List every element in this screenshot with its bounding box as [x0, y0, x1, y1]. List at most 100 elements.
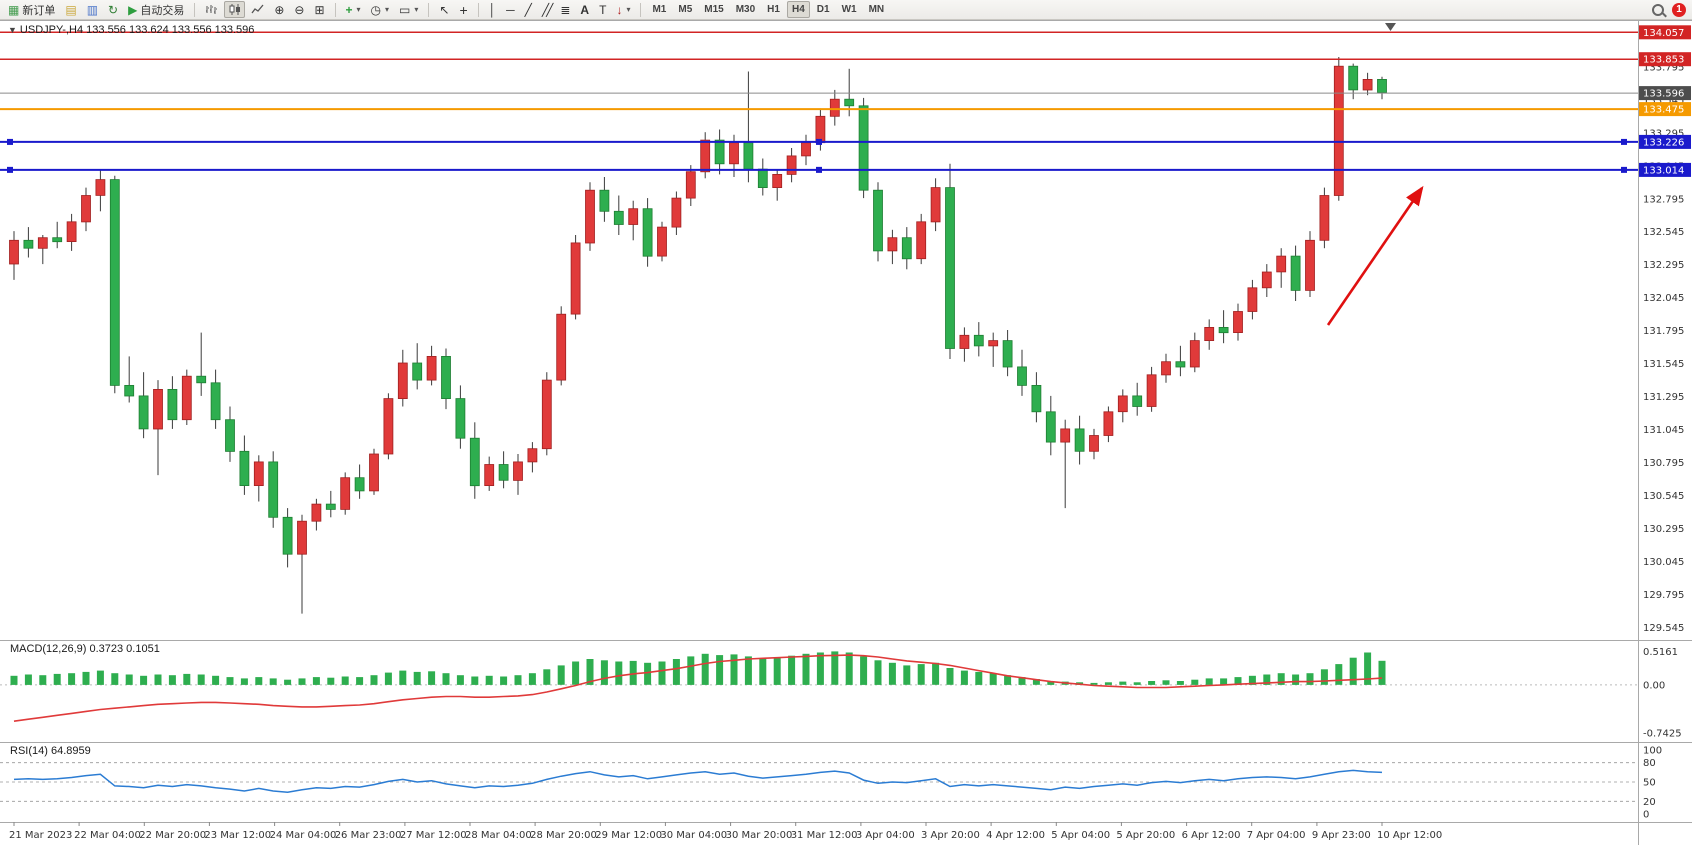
line-chart-mode-button[interactable] [247, 1, 268, 18]
toolbar-separator [428, 2, 430, 17]
svg-text:22 Mar 20:00: 22 Mar 20:00 [139, 830, 206, 841]
svg-text:50: 50 [1643, 778, 1656, 789]
zoom-in-button[interactable]: ⊕ [270, 1, 288, 18]
svg-text:80: 80 [1643, 758, 1656, 769]
svg-text:131.295: 131.295 [1643, 392, 1684, 403]
svg-text:0: 0 [1643, 810, 1649, 821]
horizontal-line-icon: ─ [506, 2, 515, 17]
profiles-button[interactable]: ▥ [83, 1, 102, 18]
svg-text:131.545: 131.545 [1643, 359, 1684, 370]
autotrading-label: 自动交易 [140, 4, 185, 17]
text-label-icon: T [599, 2, 607, 17]
svg-text:30 Mar 04:00: 30 Mar 04:00 [660, 830, 727, 841]
zoom-out-button[interactable]: ⊖ [290, 1, 308, 18]
trendline-tool-button[interactable]: ╱ [521, 1, 536, 18]
toolbar: ▦ 新订单 ▤ ▥ ↻ ▶ 自动交易 [0, 0, 1692, 20]
svg-text:132.045: 132.045 [1643, 293, 1684, 304]
svg-text:23 Mar 12:00: 23 Mar 12:00 [204, 830, 271, 841]
svg-text:100: 100 [1643, 745, 1662, 756]
svg-text:3 Apr 04:00: 3 Apr 04:00 [856, 830, 915, 841]
toolbar-separator [640, 2, 642, 17]
arrows-tool-button[interactable]: ↓ ▾ [612, 1, 634, 18]
bar-chart-mode-button[interactable] [201, 1, 222, 18]
svg-text:28 Mar 20:00: 28 Mar 20:00 [530, 830, 597, 841]
svg-text:5 Apr 20:00: 5 Apr 20:00 [1116, 830, 1175, 841]
autotrading-icon: ▶ [128, 2, 138, 17]
svg-text:130.045: 130.045 [1643, 557, 1684, 568]
search-icon[interactable] [1652, 3, 1664, 16]
timeframe-mn-button[interactable]: MN [864, 1, 890, 18]
new-order-icon: ▦ [8, 2, 20, 17]
svg-text:4 Apr 12:00: 4 Apr 12:00 [986, 830, 1045, 841]
new-order-button[interactable]: ▦ 新订单 [4, 1, 59, 18]
svg-text:26 Mar 23:00: 26 Mar 23:00 [335, 830, 402, 841]
timeframe-m5-button[interactable]: M5 [673, 1, 697, 18]
svg-text:133.295: 133.295 [1643, 128, 1684, 139]
toolbar-separator [334, 2, 336, 17]
refresh-button[interactable]: ↻ [104, 1, 122, 18]
text-label-tool-button[interactable]: T [595, 1, 610, 18]
toolbar-separator [477, 2, 479, 17]
notification-badge[interactable]: 1 [1672, 2, 1686, 17]
svg-text:0.00: 0.00 [1643, 680, 1665, 691]
svg-text:7 Apr 04:00: 7 Apr 04:00 [1247, 830, 1306, 841]
charts-window-button[interactable]: ▤ [61, 1, 80, 18]
crosshair-tool-button[interactable]: + [455, 1, 471, 18]
chevron-down-icon: ▾ [626, 5, 631, 14]
svg-text:130.295: 130.295 [1643, 524, 1684, 535]
timeframe-h1-button[interactable]: H1 [762, 1, 785, 18]
autotrading-button[interactable]: ▶ 自动交易 [124, 1, 188, 18]
channel-tool-button[interactable]: ╱╱ [538, 1, 554, 18]
candlestick-mode-button[interactable] [224, 1, 246, 18]
clock-icon: ◷ [370, 2, 382, 17]
svg-text:133.853: 133.853 [1643, 55, 1684, 66]
new-order-label: 新订单 [22, 4, 56, 17]
cursor-tool-button[interactable]: ↖ [435, 1, 453, 18]
svg-text:10 Apr 12:00: 10 Apr 12:00 [1377, 830, 1442, 841]
timeframe-m15-button[interactable]: M15 [699, 1, 728, 18]
bar-chart-icon [206, 5, 218, 14]
timeframe-w1-button[interactable]: W1 [837, 1, 862, 18]
svg-text:134.057: 134.057 [1643, 28, 1684, 39]
line-chart-icon [251, 4, 264, 14]
timeframe-d1-button[interactable]: D1 [812, 1, 835, 18]
svg-text:20: 20 [1643, 797, 1656, 808]
text-tool-button[interactable]: A [576, 1, 593, 18]
svg-text:21 Mar 2023: 21 Mar 2023 [9, 830, 72, 841]
templates-button[interactable]: ▭ ▾ [395, 1, 422, 18]
indicators-button[interactable]: + ▾ [342, 1, 365, 18]
svg-text:130.795: 130.795 [1643, 458, 1684, 469]
timeframe-h4-button[interactable]: H4 [786, 1, 810, 18]
vertical-line-icon: │ [488, 2, 497, 17]
svg-text:133.475: 133.475 [1643, 105, 1684, 116]
svg-text:133.014: 133.014 [1643, 165, 1684, 176]
svg-text:133.596: 133.596 [1643, 89, 1684, 100]
refresh-icon: ↻ [108, 2, 119, 17]
chevron-down-icon: ▾ [414, 5, 419, 14]
cursor-icon: ↖ [439, 2, 450, 17]
channel-icon: ╱╱ [541, 2, 554, 17]
vertical-line-tool-button[interactable]: │ [485, 1, 501, 18]
svg-text:129.545: 129.545 [1643, 623, 1684, 634]
tile-windows-button[interactable]: ⊞ [310, 1, 328, 18]
svg-text:6 Apr 12:00: 6 Apr 12:00 [1182, 830, 1241, 841]
timeframe-m1-button[interactable]: M1 [647, 1, 671, 18]
svg-text:5 Apr 04:00: 5 Apr 04:00 [1051, 830, 1110, 841]
timeframe-m30-button[interactable]: M30 [731, 1, 760, 18]
svg-text:132.295: 132.295 [1643, 260, 1684, 271]
svg-text:24 Mar 04:00: 24 Mar 04:00 [270, 830, 337, 841]
svg-text:9 Apr 23:00: 9 Apr 23:00 [1312, 830, 1371, 841]
svg-text:30 Mar 20:00: 30 Mar 20:00 [726, 830, 793, 841]
svg-text:31 Mar 12:00: 31 Mar 12:00 [791, 830, 858, 841]
svg-text:133.226: 133.226 [1643, 137, 1684, 148]
candlestick-icon [229, 4, 241, 15]
svg-text:132.795: 132.795 [1643, 194, 1684, 205]
fibonacci-tool-button[interactable]: ≣ [556, 1, 574, 18]
chevron-down-icon: ▾ [385, 5, 390, 14]
horizontal-line-tool-button[interactable]: ─ [502, 1, 519, 18]
periods-button[interactable]: ◷ ▾ [367, 1, 394, 18]
toolbar-separator [194, 2, 196, 17]
svg-text:22 Mar 04:00: 22 Mar 04:00 [74, 830, 141, 841]
